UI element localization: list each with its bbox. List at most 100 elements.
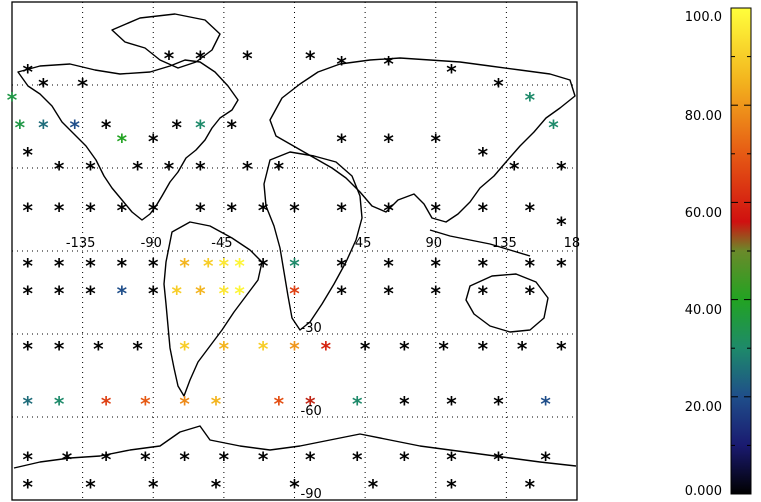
data-point-star: * [336, 52, 347, 76]
data-point-star: * [274, 392, 285, 416]
data-point-star: * [525, 88, 536, 112]
colorbar-label-80: 80.00 [684, 109, 722, 124]
data-point-star: * [22, 143, 33, 167]
data-point-star: * [383, 199, 394, 223]
data-point-star: * [399, 337, 410, 361]
data-point-star: * [336, 282, 347, 306]
data-point-star: * [242, 157, 253, 181]
data-point-star: * [77, 74, 88, 98]
eurasia-outline [269, 57, 576, 223]
data-point-star: * [399, 448, 410, 472]
data-point-star: * [101, 448, 112, 472]
data-point-star: * [352, 392, 363, 416]
data-point-star: * [38, 74, 49, 98]
latitude-label: -60 [301, 404, 322, 419]
data-point-star: * [517, 337, 528, 361]
data-point-star: * [383, 254, 394, 278]
data-point-star: * [493, 448, 504, 472]
data-point-star: * [195, 46, 206, 70]
data-point-star: * [148, 199, 159, 223]
data-point-star: * [383, 129, 394, 153]
data-point-star: * [179, 448, 190, 472]
data-point-star: * [556, 254, 567, 278]
data-point-star: * [305, 392, 316, 416]
latitude-label: -30 [301, 321, 322, 336]
data-point-star: * [195, 282, 206, 306]
data-point-star: * [38, 116, 49, 140]
data-point-star: * [431, 254, 442, 278]
data-point-star: * [85, 157, 96, 181]
data-point-star: * [148, 282, 159, 306]
data-point-star: * [258, 199, 269, 223]
data-point-star: * [22, 60, 33, 84]
data-point-star: * [493, 74, 504, 98]
longitude-label: -45 [211, 236, 232, 251]
data-point-star: * [478, 143, 489, 167]
data-point-star: * [383, 282, 394, 306]
latitude-label: -90 [301, 487, 322, 502]
data-point-star: * [164, 157, 175, 181]
south-america-outline [163, 221, 263, 397]
data-point-star: * [305, 448, 316, 472]
data-point-star: * [234, 282, 245, 306]
data-point-star: * [22, 199, 33, 223]
data-point-star: * [203, 254, 214, 278]
data-point-star: * [274, 157, 285, 181]
data-point-star: * [62, 448, 73, 472]
data-point-star: * [85, 254, 96, 278]
data-point-star: * [226, 116, 237, 140]
colorbar-label-60: 60.00 [684, 206, 722, 221]
data-point-star: * [258, 254, 269, 278]
data-point-star: * [54, 282, 65, 306]
data-point-star: * [556, 212, 567, 236]
data-point-star: * [431, 199, 442, 223]
data-point-star: * [525, 475, 536, 499]
data-point-star: * [219, 254, 230, 278]
data-point-star: * [7, 88, 18, 112]
data-point-star: * [289, 254, 300, 278]
data-point-star: * [219, 448, 230, 472]
antarctica-outline [13, 425, 577, 469]
australia-outline [465, 273, 549, 333]
data-point-star: * [336, 254, 347, 278]
longitude-label: 18 [564, 236, 581, 251]
data-point-star: * [211, 475, 222, 499]
data-point-star: * [117, 199, 128, 223]
data-point-star: * [85, 199, 96, 223]
data-point-star: * [360, 337, 371, 361]
data-point-star: * [22, 448, 33, 472]
maritime-islands-outline [429, 229, 531, 257]
data-point-star: * [321, 337, 332, 361]
longitude-labels: -135 -90 -45 45 90 135 18 [66, 236, 580, 251]
data-point-star: * [132, 337, 143, 361]
data-point-star: * [431, 282, 442, 306]
data-point-star: * [85, 475, 96, 499]
data-point-star: * [22, 337, 33, 361]
data-point-star: * [446, 475, 457, 499]
data-point-star: * [219, 282, 230, 306]
longitude-label: 45 [355, 236, 372, 251]
data-point-star: * [101, 392, 112, 416]
data-point-star: * [148, 475, 159, 499]
data-point-star: * [85, 282, 96, 306]
north-america-outline [17, 59, 239, 221]
data-point-star: * [258, 448, 269, 472]
data-point-star: * [548, 116, 559, 140]
longitude-label: 135 [492, 236, 517, 251]
data-point-star: * [289, 475, 300, 499]
data-point-star: * [54, 199, 65, 223]
data-point-star: * [211, 392, 222, 416]
latitude-labels: -30 -60 -90 [301, 321, 322, 502]
data-point-star: * [117, 254, 128, 278]
africa-outline [263, 151, 363, 331]
longitude-label: -135 [66, 236, 96, 251]
data-point-star: * [478, 337, 489, 361]
data-point-star: * [54, 337, 65, 361]
colorbar-label-100: 100.0 [684, 10, 722, 25]
data-point-star: * [172, 282, 183, 306]
data-point-star: * [556, 157, 567, 181]
data-point-star: * [352, 448, 363, 472]
data-point-star: * [132, 157, 143, 181]
data-point-star: * [54, 254, 65, 278]
